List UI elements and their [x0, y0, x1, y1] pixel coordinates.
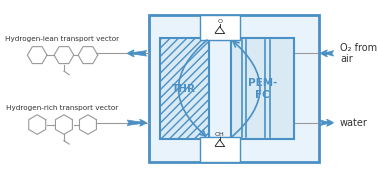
Text: O: O — [217, 19, 222, 24]
Text: OH: OH — [215, 132, 225, 137]
FancyBboxPatch shape — [149, 15, 319, 162]
Text: water: water — [340, 118, 368, 128]
Text: Hydrogen-lean transport vector: Hydrogen-lean transport vector — [5, 36, 119, 42]
FancyBboxPatch shape — [200, 15, 240, 40]
FancyBboxPatch shape — [160, 38, 209, 139]
Text: PEM-
FC: PEM- FC — [248, 78, 277, 100]
Text: THR: THR — [172, 84, 196, 94]
Text: O₂ from
air: O₂ from air — [340, 42, 377, 64]
FancyBboxPatch shape — [200, 137, 240, 162]
FancyBboxPatch shape — [231, 38, 294, 139]
Text: Hydrogen-rich transport vector: Hydrogen-rich transport vector — [6, 105, 118, 111]
